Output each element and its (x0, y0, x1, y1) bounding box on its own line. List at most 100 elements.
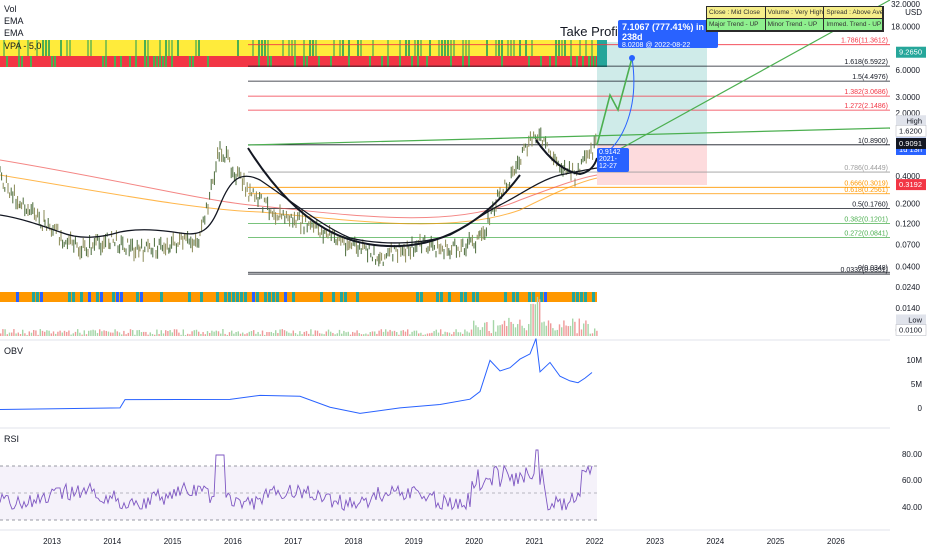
volume-bar (114, 329, 116, 336)
volume-bar (488, 330, 490, 336)
volume-bar (442, 334, 444, 336)
volume-bar (479, 329, 481, 336)
projection-path (596, 57, 633, 146)
callout-line-1: 7.1067 (777.41%) in 238d (622, 22, 705, 42)
volume-bar (206, 331, 209, 336)
volume-bar (466, 331, 468, 336)
volume-bar (532, 303, 534, 336)
price-tick: 0.0240 (896, 283, 921, 292)
year-tick: 2026 (827, 537, 845, 546)
year-tick: 2013 (43, 537, 61, 546)
volume-bar (96, 332, 99, 336)
volume-bar (160, 330, 162, 336)
volume-bar (79, 332, 81, 336)
volume-bar (400, 330, 402, 336)
volume-bar (330, 331, 332, 336)
volume-bar (81, 334, 83, 336)
info-cell: Spread : Above Average (824, 7, 884, 19)
volume-bar (404, 331, 407, 336)
volume-bar (63, 330, 66, 336)
volume-bar (277, 333, 279, 336)
volume-bar (552, 328, 554, 336)
volume-bar (140, 332, 143, 336)
volume-bar (257, 331, 259, 336)
volume-bar (213, 331, 215, 336)
handle-curve (535, 139, 598, 176)
year-tick: 2023 (646, 537, 664, 546)
volume-bar (261, 330, 264, 336)
volume-bar (283, 330, 286, 336)
volume-bar (116, 331, 118, 336)
volume-bar (310, 329, 312, 336)
fib-label: 0.5(0.1760) (852, 202, 888, 209)
volume-bar (83, 330, 85, 336)
volume-bar (525, 330, 528, 336)
volume-bar (561, 327, 563, 336)
price-tick: 3.0000 (896, 93, 921, 102)
legend-ema-2: EMA (4, 28, 24, 38)
volume-bar (534, 304, 536, 336)
price-candles (0, 127, 597, 267)
volume-bar (19, 333, 22, 336)
volume-bar (545, 325, 547, 336)
volume-bar (316, 330, 319, 336)
legend-vol: Vol (4, 4, 17, 14)
volume-bar (314, 330, 316, 336)
volume-bar (580, 329, 583, 336)
volume-bar (409, 334, 411, 336)
year-tick: 2020 (465, 537, 483, 546)
volume-bar (99, 329, 101, 336)
volume-bar (332, 332, 334, 336)
year-tick: 2018 (345, 537, 363, 546)
price-tag-label: 9.2650 (899, 48, 922, 57)
volume-bar (92, 329, 94, 336)
volume-bar (235, 331, 237, 336)
volume-bar (448, 332, 451, 336)
volume-bar (312, 334, 314, 336)
volume-bar (336, 333, 338, 336)
volume-bar (360, 334, 363, 336)
volume-bar (536, 296, 539, 336)
volume-bar (118, 332, 121, 336)
volume-bar (200, 333, 202, 336)
volume-bar (530, 304, 532, 336)
rsi-band (0, 466, 597, 520)
volume-bar (244, 334, 246, 336)
volume-bar (358, 333, 360, 336)
volume-bar (169, 330, 171, 336)
volume-bar (440, 329, 442, 336)
volume-bar (180, 334, 182, 336)
volume-bar (290, 333, 292, 336)
fib-label: 0.382(0.1201) (844, 217, 888, 224)
volume-bar (231, 330, 233, 336)
volume-bar (501, 324, 503, 336)
info-table-row: Major Trend - UP Minor Trend - UP Immed.… (707, 19, 884, 31)
volume-bar (475, 325, 477, 336)
volume-bar (48, 330, 50, 336)
ema-red-line (0, 159, 598, 219)
legend-vpa: VPA - 5,0 (4, 41, 42, 51)
price-tick: 6.0000 (896, 66, 921, 75)
price-tick: 0.0700 (896, 241, 921, 250)
volume-bar (145, 331, 147, 336)
entry-price: 0.9142 (599, 149, 621, 156)
fib-label: 1.272(2.1486) (844, 103, 888, 110)
obv-line (0, 338, 593, 414)
fib-label: 0.0332(0.0351) (841, 267, 888, 274)
volume-bar (228, 332, 231, 336)
volume-bar (28, 331, 30, 336)
volume-bar (539, 299, 541, 336)
volume-bar (156, 329, 158, 336)
volume-bar (437, 332, 440, 336)
volume-bar (66, 331, 68, 336)
volume-bar (567, 326, 569, 336)
volume-bar (143, 331, 145, 336)
volume-bar (492, 320, 495, 336)
year-tick: 2019 (405, 537, 423, 546)
volume-bar (189, 334, 191, 336)
volume-bar (484, 322, 486, 336)
obv-tick: 0 (917, 404, 922, 413)
volume-bar (127, 332, 129, 336)
volume-bar (101, 331, 103, 336)
